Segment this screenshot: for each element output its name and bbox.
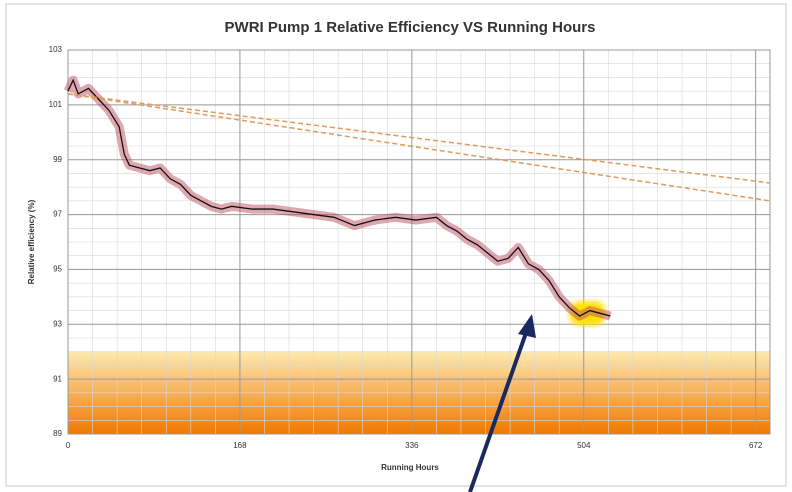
y-tick-label: 95 (53, 265, 62, 274)
series-line (67, 93, 771, 184)
y-tick-label: 101 (49, 100, 63, 109)
plot: 89 91 93 95 97 99 101 103 0 168 336 504 672 (49, 45, 771, 450)
y-tick-label: 103 (49, 45, 63, 54)
y-tick-label: 97 (53, 210, 62, 219)
y-axis-label: Relative efficiency (%) (27, 199, 36, 284)
x-tick-label: 336 (405, 441, 419, 450)
chart-title: PWRI Pump 1 Relative Efficiency VS Runni… (225, 19, 596, 36)
y-tick-label: 93 (53, 319, 62, 328)
y-tick-label: 89 (53, 429, 62, 438)
series-line (67, 78, 611, 317)
x-tick-label: 168 (233, 441, 247, 450)
x-tick-label: 672 (749, 441, 763, 450)
y-tick-label: 91 (53, 374, 62, 383)
series-line (67, 93, 771, 202)
x-axis-label: Running Hours (381, 463, 439, 472)
arrow-shaft (468, 329, 529, 492)
y-tick-label: 99 (53, 155, 62, 164)
x-tick-label: 504 (577, 441, 591, 450)
plot-border (67, 49, 771, 435)
x-tick-label: 0 (66, 441, 71, 450)
arrow-head (518, 314, 536, 338)
